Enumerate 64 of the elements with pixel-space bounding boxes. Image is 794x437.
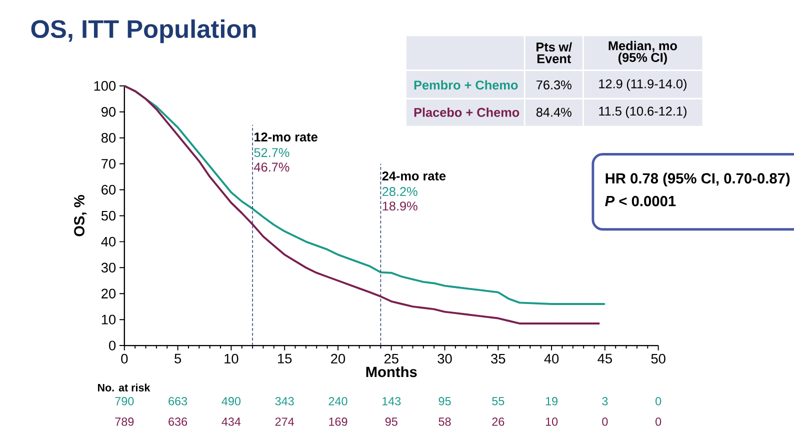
text: 55: [492, 396, 504, 406]
y-tick-label: 0: [109, 340, 116, 350]
text: Pts w/ Event: [536, 42, 572, 64]
text: Placebo + Chemo: [414, 107, 520, 117]
text: Pembro + Chemo: [414, 80, 518, 90]
text: 490: [222, 396, 241, 406]
text: 10: [546, 417, 558, 426]
text: 95: [385, 417, 398, 426]
text: Median, mo (95% CI): [608, 40, 677, 64]
x-tick-label: 30: [438, 354, 452, 364]
x-tick-label: 15: [278, 354, 292, 364]
x-tick-label: 10: [224, 354, 238, 364]
text: 0: [656, 417, 662, 426]
annotation: 12.9 (11.9-14.0): [599, 78, 686, 91]
text: 169: [329, 417, 348, 426]
text: 19: [546, 396, 558, 406]
annotation: 52.7%: [254, 148, 290, 157]
text: No. at risk: [98, 383, 150, 392]
x-tick-label: 45: [598, 354, 612, 364]
x-tick-label: 35: [491, 354, 506, 364]
y-tick-label: 60: [102, 184, 116, 194]
text: 95: [438, 396, 451, 406]
annotation: 11.5 (10.6-12.1): [599, 106, 686, 118]
annotation: P < 0.0001: [605, 196, 676, 206]
x-tick-label: 0: [121, 354, 128, 364]
text: 636: [168, 417, 188, 426]
ref-line-label: 12-mo rate: [254, 132, 318, 142]
x-axis-title: Months: [366, 366, 417, 377]
chart-title: OS, ITT Population: [31, 19, 256, 43]
y-tick-label: 20: [102, 288, 116, 298]
y-tick-label: 100: [94, 80, 116, 91]
text: 434: [222, 417, 241, 426]
y-tick-label: 40: [101, 236, 116, 246]
y-axis-title: OS, %: [74, 194, 87, 236]
annotation: 18.9%: [382, 201, 418, 210]
text: 789: [115, 417, 134, 426]
y-tick-label: 70: [102, 158, 116, 168]
text: 3: [602, 396, 608, 406]
text: 0: [656, 396, 662, 406]
text: 790: [115, 396, 134, 406]
text: 343: [275, 396, 294, 406]
text: 274: [275, 417, 294, 426]
annotation: 28.2%: [382, 186, 418, 196]
y-tick-label: 50: [101, 210, 116, 220]
x-tick-label: 50: [651, 354, 666, 364]
y-tick-label: 90: [102, 106, 116, 117]
x-tick-label: 40: [544, 354, 559, 364]
x-tick-label: 25: [384, 354, 398, 364]
text: 663: [168, 396, 188, 406]
text: 0: [602, 417, 608, 426]
ref-line-label: 24-mo rate: [382, 171, 446, 180]
annotation: 46.7%: [254, 162, 290, 172]
text: 240: [328, 396, 348, 406]
annotation: 76.3%: [536, 80, 572, 90]
text: 58: [438, 417, 451, 426]
annotation: HR 0.78 (95% CI, 0.70-0.87): [606, 172, 790, 186]
y-tick-label: 80: [101, 132, 116, 143]
x-tick-label: 5: [174, 354, 182, 364]
y-tick-label: 10: [102, 314, 116, 324]
text: 143: [382, 396, 401, 406]
annotation: 84.4%: [536, 108, 572, 117]
y-tick-label: 30: [101, 262, 116, 272]
text: 26: [492, 417, 504, 426]
x-tick-label: 20: [331, 354, 346, 364]
